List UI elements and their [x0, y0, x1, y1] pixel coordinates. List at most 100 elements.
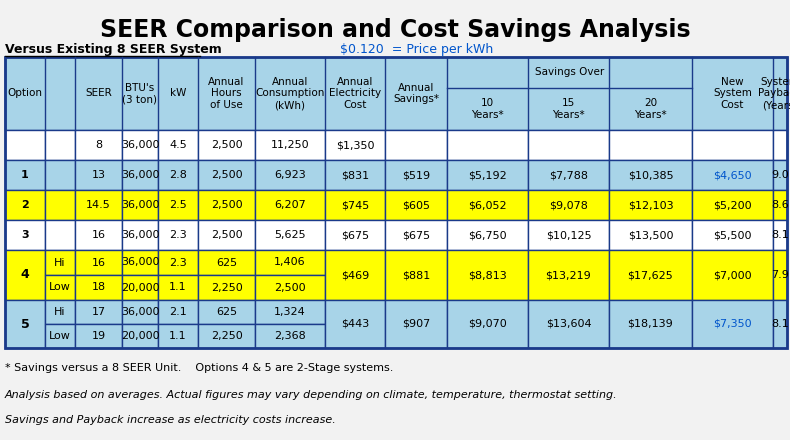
Text: Annual
Savings*: Annual Savings* — [393, 83, 439, 104]
Bar — [385, 130, 447, 160]
Bar — [528, 190, 609, 220]
Text: 8.1: 8.1 — [771, 319, 789, 329]
Text: $4,650: $4,650 — [713, 170, 752, 180]
Text: 7.9: 7.9 — [771, 270, 789, 280]
Text: kW: kW — [170, 88, 186, 99]
Text: $675: $675 — [402, 230, 430, 240]
Text: Analysis based on averages. Actual figures may vary depending on climate, temper: Analysis based on averages. Actual figur… — [5, 390, 618, 400]
Bar — [45, 160, 75, 190]
Text: 20,000: 20,000 — [121, 331, 160, 341]
Text: $10,125: $10,125 — [546, 230, 591, 240]
Bar — [75, 130, 122, 160]
Bar — [5, 300, 45, 348]
Bar — [609, 250, 692, 300]
Text: 20
Years*: 20 Years* — [634, 98, 667, 120]
Text: $9,078: $9,078 — [549, 200, 588, 210]
Text: $6,750: $6,750 — [468, 230, 507, 240]
Text: $881: $881 — [402, 270, 430, 280]
Text: 13: 13 — [92, 170, 106, 180]
Text: Low: Low — [49, 331, 71, 341]
Text: $5,192: $5,192 — [468, 170, 507, 180]
Text: 625: 625 — [216, 257, 237, 268]
Text: $9,070: $9,070 — [468, 319, 507, 329]
Text: $443: $443 — [340, 319, 369, 329]
Text: 2.8: 2.8 — [169, 170, 187, 180]
Bar — [447, 250, 528, 300]
Text: $13,219: $13,219 — [546, 270, 592, 280]
Bar — [773, 130, 787, 160]
Bar — [45, 220, 75, 250]
Text: System
Payback
(Years): System Payback (Years) — [758, 77, 790, 110]
Bar — [255, 220, 325, 250]
Bar — [325, 130, 385, 160]
Text: 6,207: 6,207 — [274, 200, 306, 210]
Bar — [45, 250, 75, 275]
Bar — [773, 190, 787, 220]
Bar — [692, 250, 773, 300]
Text: 1.1: 1.1 — [169, 282, 186, 293]
Text: 36,000: 36,000 — [121, 200, 160, 210]
Text: 2,250: 2,250 — [211, 331, 243, 341]
Bar — [447, 160, 528, 190]
Bar — [5, 190, 45, 220]
Bar — [773, 250, 787, 300]
Text: 2.5: 2.5 — [169, 200, 187, 210]
Text: 2,500: 2,500 — [274, 282, 306, 293]
Bar — [773, 300, 787, 348]
Text: Option: Option — [7, 88, 43, 99]
Text: $605: $605 — [402, 200, 430, 210]
Bar — [385, 250, 447, 300]
Bar — [75, 190, 122, 220]
Text: 1: 1 — [21, 170, 29, 180]
Text: 8: 8 — [95, 140, 102, 150]
Bar — [255, 160, 325, 190]
Bar — [609, 130, 692, 160]
Text: 2.3: 2.3 — [169, 230, 187, 240]
Text: Versus Existing 8 SEER System: Versus Existing 8 SEER System — [5, 43, 222, 56]
Text: 19: 19 — [92, 331, 106, 341]
Bar — [45, 324, 75, 348]
Bar — [5, 57, 787, 348]
Bar — [692, 160, 773, 190]
Bar — [122, 300, 158, 324]
Text: Hi: Hi — [55, 257, 66, 268]
Bar — [158, 250, 198, 275]
Bar — [5, 220, 45, 250]
Bar — [122, 220, 158, 250]
Bar — [692, 190, 773, 220]
Bar — [692, 300, 773, 348]
Bar — [692, 220, 773, 250]
Text: 36,000: 36,000 — [121, 307, 160, 317]
Text: 2,250: 2,250 — [211, 282, 243, 293]
Text: $7,000: $7,000 — [713, 270, 752, 280]
Bar — [447, 220, 528, 250]
Text: 6,923: 6,923 — [274, 170, 306, 180]
Text: 1.1: 1.1 — [169, 331, 186, 341]
Text: 4: 4 — [21, 268, 29, 282]
Bar — [122, 130, 158, 160]
Bar — [255, 190, 325, 220]
Bar — [75, 300, 122, 324]
Text: $12,103: $12,103 — [628, 200, 673, 210]
Text: 14.5: 14.5 — [86, 200, 111, 210]
Bar — [255, 300, 325, 324]
Bar — [75, 324, 122, 348]
Bar — [609, 220, 692, 250]
Text: Hi: Hi — [55, 307, 66, 317]
Bar — [198, 220, 255, 250]
Text: BTU's
(3 ton): BTU's (3 ton) — [122, 83, 157, 104]
Text: $13,500: $13,500 — [628, 230, 673, 240]
Bar — [5, 250, 45, 300]
Text: 17: 17 — [92, 307, 106, 317]
Bar — [692, 130, 773, 160]
Bar — [75, 250, 122, 275]
Bar — [255, 324, 325, 348]
Text: 8.6: 8.6 — [771, 200, 789, 210]
Bar — [75, 220, 122, 250]
Text: 2,500: 2,500 — [211, 170, 243, 180]
Text: Savings Over: Savings Over — [535, 67, 604, 77]
Bar — [255, 275, 325, 300]
Text: 36,000: 36,000 — [121, 170, 160, 180]
Text: 2,500: 2,500 — [211, 200, 243, 210]
Text: $519: $519 — [402, 170, 430, 180]
